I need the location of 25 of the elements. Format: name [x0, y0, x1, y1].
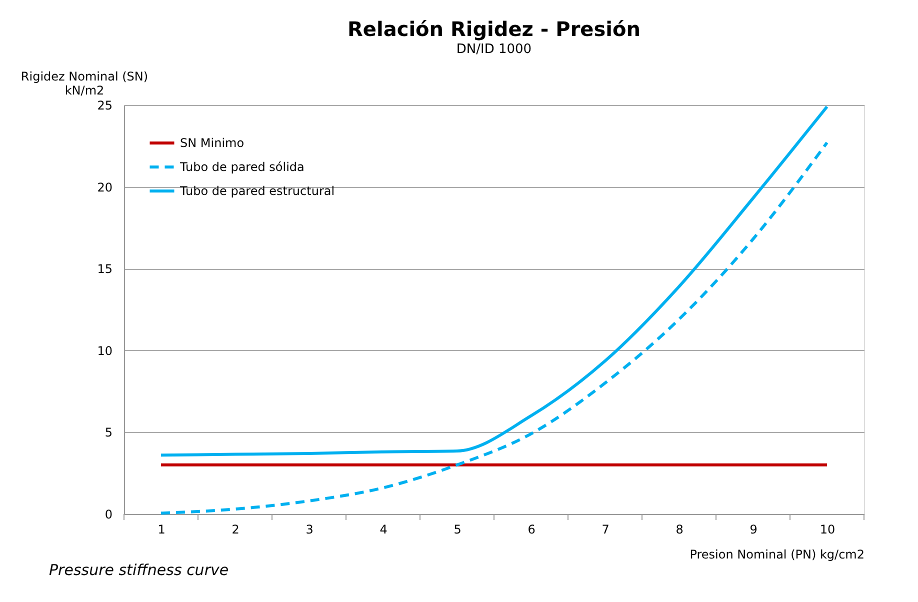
- legend-label: Tubo de pared sólida: [179, 160, 304, 174]
- chart-subtitle: DN/ID 1000: [456, 42, 532, 57]
- x-tick-label: 2: [232, 522, 240, 536]
- x-tick-label: 10: [820, 522, 836, 536]
- x-axis-title: Presion Nominal (PN) kg/cm2: [690, 548, 864, 562]
- x-tick-label: 1: [158, 522, 166, 536]
- x-tick-label: 9: [750, 522, 758, 536]
- x-tick-label: 8: [676, 522, 684, 536]
- y-tick-label: 10: [97, 344, 112, 358]
- y-tick-label: 25: [97, 98, 112, 112]
- legend-label: SN Minimo: [180, 136, 244, 150]
- chart-title: Relación Rigidez - Presión: [348, 17, 640, 41]
- text: Pressure stiffness curve: [49, 561, 229, 579]
- x-tick-label: 4: [380, 522, 388, 536]
- x-tick-label: 3: [306, 522, 314, 536]
- x-tick-label: 5: [454, 522, 462, 536]
- line-series: [160, 105, 828, 457]
- y-tick-label: 20: [97, 180, 112, 194]
- x-tick-label: 7: [602, 522, 610, 536]
- x-tick-label: 6: [528, 522, 536, 536]
- y-tick-label: 5: [104, 426, 112, 440]
- legend-label: Tubo de pared estructural: [179, 184, 335, 198]
- y-tick-label: 0: [104, 508, 112, 522]
- y-axis-title: Rigidez Nominal (SN) kN/m2: [20, 70, 148, 98]
- y-tick-label: 15: [97, 262, 112, 276]
